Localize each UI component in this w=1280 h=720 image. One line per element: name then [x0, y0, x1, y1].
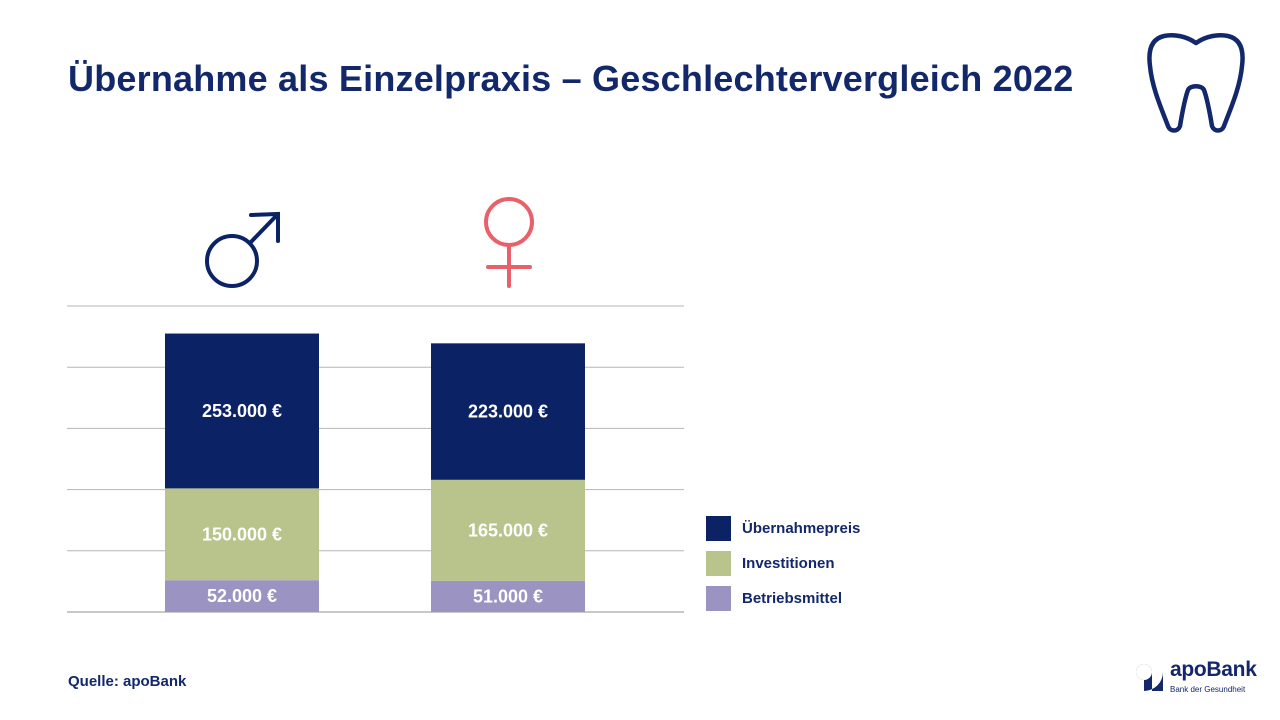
legend-swatch-betriebsmittel: [706, 586, 731, 611]
data-label: 223.000 €: [468, 402, 548, 422]
chart-grid: [67, 305, 684, 613]
data-label: 52.000 €: [207, 586, 277, 606]
data-label: 51.000 €: [473, 586, 543, 606]
legend-item-investitionen: Investitionen: [706, 551, 860, 576]
data-label: 165.000 €: [468, 520, 548, 540]
data-label: 253.000 €: [202, 401, 282, 421]
bar-segment-male-0: [165, 580, 319, 612]
legend-item-uebernahmepreis: Übernahmepreis: [706, 516, 860, 541]
brand-name: apoBank: [1170, 658, 1257, 681]
bar-segment-male-2: [165, 333, 319, 489]
apobank-logo: apoBank Bank der Gesundheit: [1122, 646, 1262, 706]
legend-label: Betriebsmittel: [742, 590, 843, 607]
legend-swatch-uebernahmepreis: [706, 516, 731, 541]
legend-item-betriebsmittel: Betriebsmittel: [706, 586, 860, 611]
source-note: Quelle: apoBank: [68, 673, 187, 690]
bar-segment-female-0: [431, 580, 585, 612]
apobank-logo-icon: [1125, 653, 1163, 691]
bar-segment-female-2: [431, 343, 585, 480]
page-title: Übernahme als Einzelpraxis – Geschlechte…: [68, 58, 1074, 99]
bar-segment-female-1: [431, 479, 585, 581]
male-symbol-icon: [205, 211, 280, 288]
bar-segment-male-1: [165, 488, 319, 581]
bars-group: 52.000 € 150.000 € 253.000 € 51.000 € 165.00…: [165, 333, 585, 612]
legend-swatch-investitionen: [706, 551, 731, 576]
tooth-icon: [1147, 33, 1245, 133]
legend: Übernahmepreis Investitionen Betriebsmit…: [706, 516, 860, 621]
female-symbol-icon: [484, 197, 534, 288]
brand-tagline: Bank der Gesundheit: [1170, 685, 1246, 694]
legend-label: Investitionen: [742, 555, 835, 572]
legend-label: Übernahmepreis: [742, 520, 861, 537]
data-label: 150.000 €: [202, 524, 282, 544]
